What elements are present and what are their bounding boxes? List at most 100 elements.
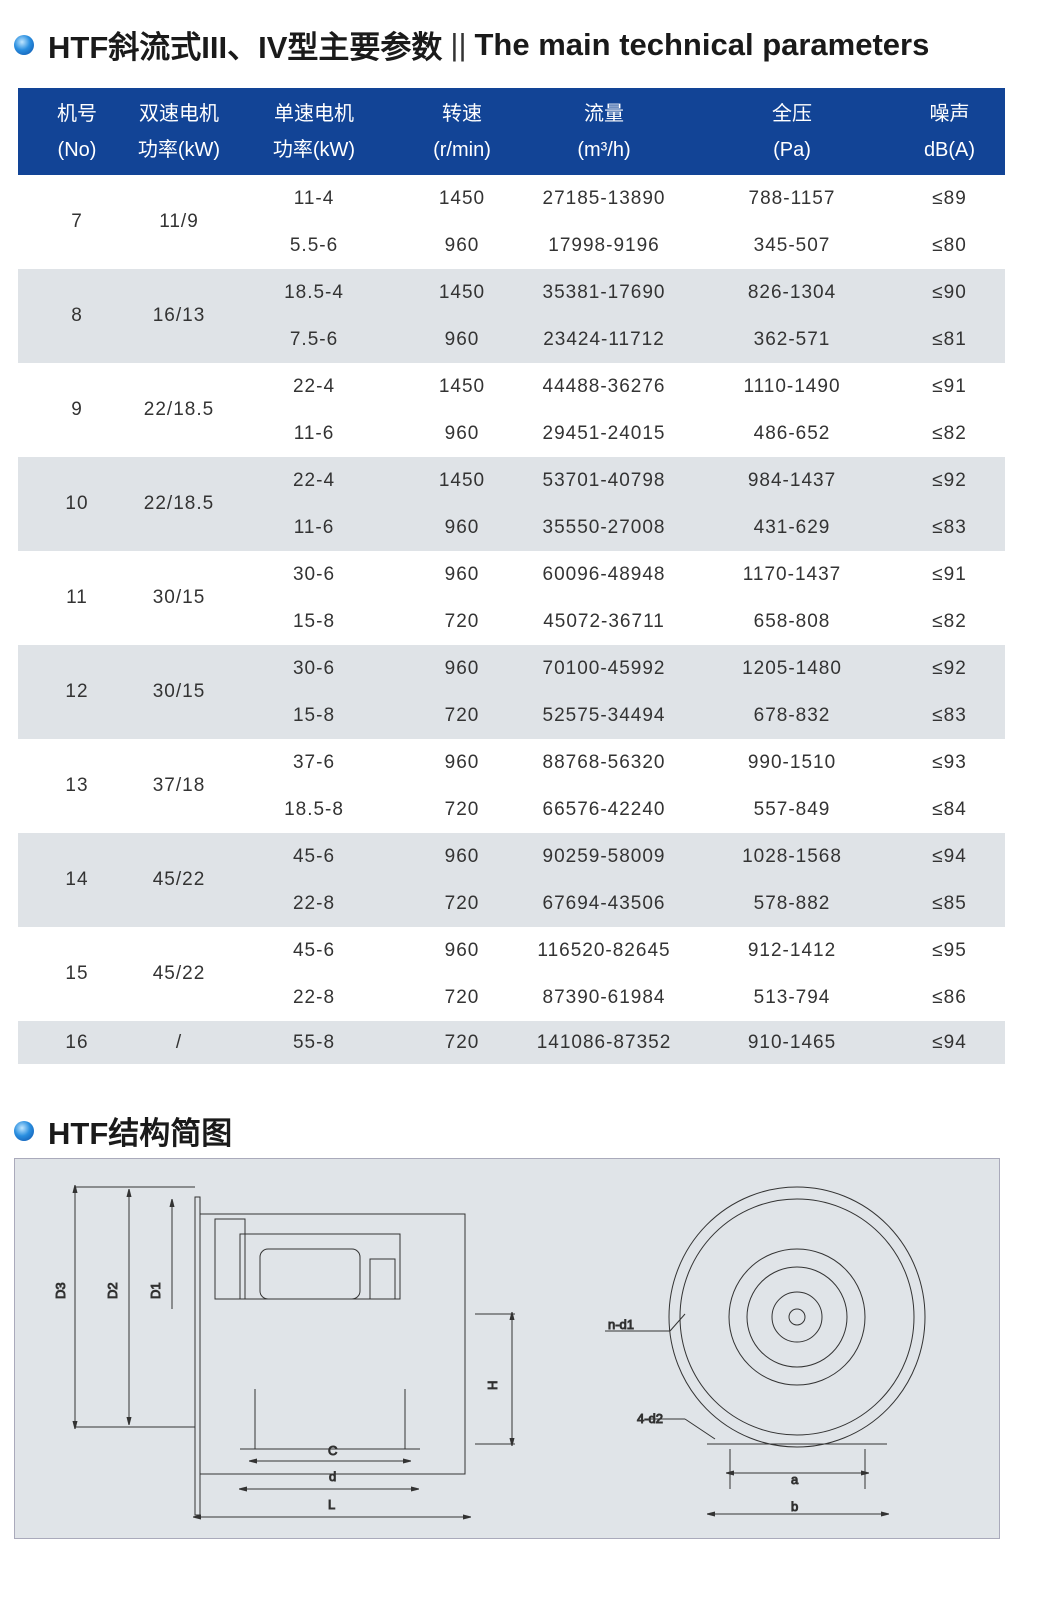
table-row: 15 45/22 45-6 960 116520-82645 912-1412 ≤95 (18, 927, 1005, 985)
cell-speed: 960 (444, 939, 480, 961)
header-unit: (Pa) (773, 138, 811, 161)
bullet-icon (14, 1120, 34, 1141)
cell-speed: 720 (406, 692, 518, 739)
cell-noise: ≤92 (894, 645, 1005, 692)
cell-dual-power: 30/15 (152, 587, 206, 608)
label-d: d (329, 1469, 336, 1484)
table-group: 12 30/15 30-6 960 70100-45992 1205-1480 ≤92 15-… (18, 645, 1005, 739)
cell-pressure: 1205-1480 (690, 645, 894, 692)
cell-airflow: 52575-34494 (518, 692, 690, 739)
cell-speed: 1450 (438, 375, 486, 397)
header-cn: 单速电机 (274, 102, 354, 125)
cell-no: 13 (65, 775, 89, 796)
title-divider: || (450, 26, 467, 62)
table-group: 15 45/22 45-6 960 116520-82645 912-1412 ≤95 22-… (18, 927, 1005, 1021)
cell-airflow: 60096-48948 (542, 563, 666, 585)
cell-pressure: 1028-1568 (690, 833, 894, 880)
cell-single-power: 7.5-6 (222, 316, 406, 363)
section-title-structure: HTF结构简图 (14, 1108, 232, 1153)
cell-single-power: 22-8 (292, 986, 336, 1008)
cell-speed: 960 (406, 504, 518, 551)
table-row: 11 30/15 30-6 960 60096-48948 1170-1437 ≤91 (18, 551, 1005, 609)
table-group: 9 22/18.5 22-4 1450 44488-36276 1110-1490 ≤91 1… (18, 363, 1005, 457)
cell-airflow: 29451-24015 (542, 422, 666, 444)
header-cn: 流量 (584, 102, 624, 125)
cell-no: 7 (71, 211, 83, 232)
cell-pressure: 826-1304 (690, 269, 894, 316)
cell-speed: 720 (406, 880, 518, 927)
cell-speed: 960 (444, 563, 480, 585)
cell-single-power: 18.5-4 (222, 269, 406, 316)
table-row: 11-6 960 35550-27008 431-629 ≤83 (18, 504, 1005, 551)
header-cn: 噪声 (929, 102, 970, 125)
label-n-d1: n-d1 (608, 1317, 634, 1332)
cell-pressure: 912-1412 (747, 939, 837, 961)
table-row: 22-8 720 87390-61984 513-794 ≤86 (18, 974, 1005, 1021)
cell-single-power: 5.5-6 (289, 234, 339, 256)
label-l: L (328, 1497, 335, 1512)
cell-pressure: 557-849 (753, 798, 831, 820)
cell-speed: 720 (444, 610, 480, 632)
header-cell: 机号 (No) (18, 88, 136, 175)
cell-pressure: 486-652 (753, 422, 831, 444)
cell-dual-power: 37/18 (152, 775, 206, 796)
header-unit: (No) (57, 138, 97, 161)
cell-airflow: 35381-17690 (518, 269, 690, 316)
cell-single-power: 37-6 (292, 751, 336, 773)
label-b: b (791, 1499, 798, 1514)
cell-single-power: 15-8 (292, 610, 336, 632)
table-row: 7 11/9 11-4 1450 27185-13890 788-1157 ≤89 (18, 175, 1005, 233)
cell-airflow: 35550-27008 (518, 504, 690, 551)
cell-airflow: 23424-11712 (518, 316, 690, 363)
cell-dual-power: 22/18.5 (143, 399, 215, 420)
cell-single-power: 15-8 (222, 692, 406, 739)
cell-airflow: 27185-13890 (542, 187, 666, 209)
table-row: 12 30/15 30-6 960 70100-45992 1205-1480 ≤92 (18, 645, 1005, 739)
cell-noise: ≤84 (932, 798, 967, 820)
cell-noise: ≤93 (932, 751, 967, 773)
cell-speed: 720 (444, 986, 480, 1008)
cell-noise: ≤91 (932, 563, 967, 585)
cell-no: 9 (71, 399, 83, 420)
label-d3: D3 (53, 1282, 68, 1299)
cell-noise: ≤82 (932, 610, 967, 632)
title-cn: HTF斜流式III、IV型主要参数 (48, 30, 443, 65)
header-cell: 双速电机 功率(kW) (136, 88, 222, 175)
cell-dual-power: 16/13 (136, 269, 222, 363)
cell-noise: ≤82 (932, 422, 967, 444)
cell-speed: 960 (406, 645, 518, 692)
cell-speed: 1450 (406, 457, 518, 504)
cell-noise: ≤90 (894, 269, 1005, 316)
header-cell: 全压 (Pa) (690, 88, 894, 175)
cell-single-power: 45-6 (292, 939, 336, 961)
structure-diagram: D3 D2 D1 H C d L n-d1 4-d2 a b (14, 1158, 1000, 1539)
cell-single-power: 30-6 (222, 645, 406, 692)
cell-dual-power: 30/15 (136, 645, 222, 739)
parameters-table: 机号 (No) 双速电机 功率(kW) 单速电机 功率(kW) 转速 (r/min) 流量 (m³… (18, 88, 1005, 1064)
cell-pressure: 513-794 (753, 986, 831, 1008)
table-row: 5.5-6 960 17998-9196 345-507 ≤80 (18, 222, 1005, 269)
table-row: 18.5-8 720 66576-42240 557-849 ≤84 (18, 786, 1005, 833)
cell-airflow: 70100-45992 (518, 645, 690, 692)
cell-speed: 960 (444, 234, 480, 256)
cell-pressure: 788-1157 (748, 187, 836, 209)
cell-airflow: 66576-42240 (542, 798, 666, 820)
cell-single-power: 22-8 (222, 880, 406, 927)
cell-no: 16 (18, 1021, 136, 1064)
cell-single-power: 22-4 (292, 375, 336, 397)
bullet-icon (14, 34, 34, 55)
cell-airflow: 116520-82645 (537, 939, 671, 961)
table-row: 13 37/18 37-6 960 88768-56320 990-1510 ≤93 (18, 739, 1005, 797)
cell-pressure: 1170-1437 (742, 563, 842, 585)
cell-no: 15 (65, 963, 89, 984)
cell-pressure: 984-1437 (690, 457, 894, 504)
cell-pressure: 578-882 (690, 880, 894, 927)
cell-noise: ≤95 (932, 939, 967, 961)
table-row: 8 16/13 18.5-4 1450 35381-17690 826-1304 ≤90 (18, 269, 1005, 363)
fan-drawing: D3 D2 D1 H C d L n-d1 4-d2 a b (53, 1159, 926, 1538)
cell-speed: 960 (444, 422, 480, 444)
table-row: 22-8 720 67694-43506 578-882 ≤85 (18, 880, 1005, 927)
cell-noise: ≤81 (894, 316, 1005, 363)
cell-speed: 720 (406, 1021, 518, 1064)
cell-no: 10 (18, 457, 136, 551)
